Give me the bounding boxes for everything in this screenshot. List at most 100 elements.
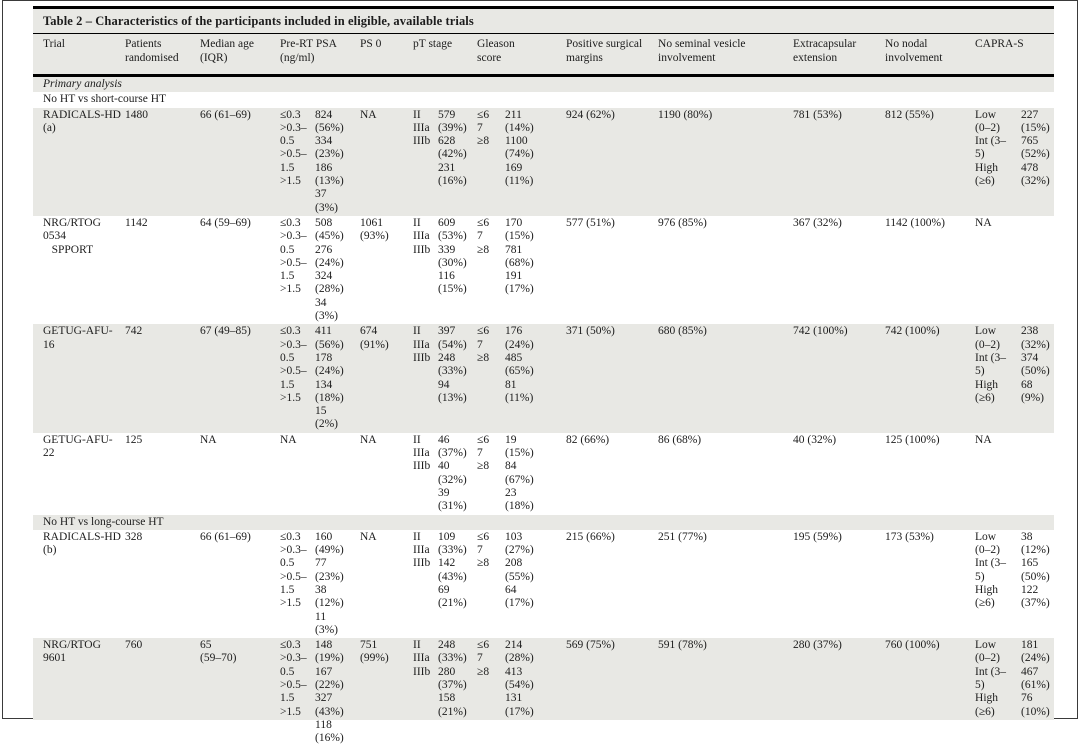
cell-patients: 760 <box>125 638 200 747</box>
cell-patients: 1480 <box>125 107 200 216</box>
col-header-svi: No seminal vesicle involvement <box>658 34 794 77</box>
cell-psm: 569 (75%) <box>566 638 659 747</box>
cell-ece: 742 (100%) <box>793 324 886 433</box>
cell-psa-labels: NA <box>280 433 297 446</box>
cell-capra-labels: Low (0–2) Int (3– 5) High (≥6) <box>975 107 1022 216</box>
cell-psa-labels: ≤0.3 >0.3– 0.5 >0.5– 1.5 >1.5 <box>280 530 307 610</box>
cell-capra-labels: Low (0–2) Int (3– 5) High (≥6) <box>975 324 1022 433</box>
cell-ps0: NA <box>360 530 377 543</box>
cell-gleason-values: 19 (15%) 84 (67%) 23 (18%) <box>505 433 534 513</box>
cell-capra-labels: Low (0–2) Int (3– 5) High (≥6) <box>975 530 1006 610</box>
section-label: No HT vs long-course HT <box>33 514 1055 530</box>
table-2-container: Table 2 – Characteristics of the partici… <box>33 6 1055 747</box>
cell-pt-labels: II IIIa IIIb <box>413 530 431 570</box>
cell-pt-values: 579 (39%) 628 (42%) 231 (16%) <box>438 107 478 216</box>
cell-capra-labels: Low (0–2) Int (3– 5) High (≥6) <box>975 638 1022 747</box>
trial-row-radicals-hd-b: RADICALS-HD (b) 328 66 (61–69) ≤0.3 >0.3… <box>33 530 1054 638</box>
trial-row-nrg-rtog-0534: NRG/RTOG 0534 SPPORT 1142 64 (59–69) ≤0.… <box>33 216 1054 324</box>
cell-psa-labels: ≤0.3 >0.3– 0.5 >0.5– 1.5 >1.5 <box>280 216 307 296</box>
cell-age: 66 (61–69) <box>200 530 251 543</box>
cell-psa-values: 508 (45%) 276 (24%) 324 (28%) 34 (3%) <box>315 216 344 323</box>
characteristics-table: Trial Patients randomised Median age (IQ… <box>33 34 1055 747</box>
cell-ece: 280 (37%) <box>793 638 886 747</box>
cell-capra-values <box>1021 216 1054 324</box>
cell-svi: 591 (78%) <box>658 638 794 747</box>
cell-ps0: 1061 (93%) <box>360 216 389 243</box>
section-label: Primary analysis <box>33 75 1055 93</box>
cell-psm: 577 (51%) <box>566 216 615 229</box>
section-row-long-course: No HT vs long-course HT <box>33 514 1055 530</box>
col-header-pt-stage: pT stage <box>413 34 478 77</box>
cell-trial-name: NRG/RTOG 9601 <box>33 638 125 747</box>
cell-pt-labels: II IIIa IIIb <box>413 107 438 216</box>
header-row: Trial Patients randomised Median age (IQ… <box>33 34 1055 77</box>
cell-ps0: 674 (91%) <box>360 324 413 433</box>
cell-pt-values: 248 (33%) 280 (37%) 158 (21%) <box>438 638 478 747</box>
cell-age: 64 (59–69) <box>200 216 251 229</box>
cell-ece: 195 (59%) <box>793 530 842 543</box>
col-header-capra: CAPRA-S <box>975 34 1055 77</box>
cell-gleason-labels: ≤6 7 ≥8 <box>477 530 490 570</box>
col-header-psm: Positive surgical margins <box>566 34 659 77</box>
cell-gleason-labels: ≤6 7 ≥8 <box>477 107 506 216</box>
cell-gleason-values: 170 (15%) 781 (68%) 191 (17%) <box>505 216 534 296</box>
cell-svi: 976 (85%) <box>658 216 707 229</box>
cell-psm: 371 (50%) <box>566 324 659 433</box>
cell-pt-values: 397 (54%) 248 (33%) 94 (13%) <box>438 324 478 433</box>
trial-row-getug-afu-22: GETUG-AFU-22 125 NA NA NA II IIIa IIIb 4… <box>33 433 1054 515</box>
cell-psa-values: 824 (56%) 334 (23%) 186 (13%) 37 (3%) <box>315 107 360 216</box>
cell-psm: 924 (62%) <box>566 107 659 216</box>
cell-svi: 251 (77%) <box>658 530 707 543</box>
col-header-age: Median age (IQR) <box>200 34 280 77</box>
cell-trial-name: GETUG-AFU-22 <box>43 433 113 460</box>
cell-nodal: 125 (100%) <box>885 433 940 446</box>
cell-gleason-labels: ≤6 7 ≥8 <box>477 216 490 256</box>
cell-capra-values: 227 (15%) 765 (52%) 478 (32%) <box>1021 107 1055 216</box>
cell-pt-values: 46 (37%) 40 (32%) 39 (31%) <box>438 433 467 513</box>
cell-pt-values: 109 (33%) 142 (43%) 69 (21%) <box>438 530 467 610</box>
cell-gleason-labels: ≤6 7 ≥8 <box>477 324 506 433</box>
cell-psa-labels: ≤0.3 >0.3– 0.5 >0.5– 1.5 >1.5 <box>280 638 315 747</box>
cell-gleason-values: 176 (24%) 485 (65%) 81 (11%) <box>505 324 567 433</box>
cell-psa-values: 148 (19%) 167 (22%) 327 (43%) 118 (16%) <box>315 638 360 747</box>
cell-nodal: 742 (100%) <box>885 324 976 433</box>
col-header-patients: Patients randomised <box>125 34 200 77</box>
cell-age: NA <box>200 433 217 446</box>
cell-svi: 86 (68%) <box>658 433 702 446</box>
col-header-gleason: Gleason score <box>477 34 567 77</box>
section-row-primary-analysis: Primary analysis <box>33 75 1055 93</box>
cell-psm: 82 (66%) <box>566 433 610 446</box>
cell-patients: 742 <box>125 324 200 433</box>
cell-age: 67 (49–85) <box>200 324 280 433</box>
section-label: No HT vs short-course HT <box>43 93 167 106</box>
cell-capra-labels: NA <box>975 216 992 229</box>
cell-nodal: 173 (53%) <box>885 530 934 543</box>
cell-psa-values <box>315 433 360 515</box>
col-header-ps0: PS 0 <box>360 34 413 77</box>
cell-pt-labels: II IIIa IIIb <box>413 216 431 256</box>
cell-ece: 40 (32%) <box>793 433 837 446</box>
cell-age: 66 (61–69) <box>200 107 280 216</box>
section-row-short-course: No HT vs short-course HT <box>33 92 1054 107</box>
cell-psa-labels: ≤0.3 >0.3– 0.5 >0.5– 1.5 >1.5 <box>280 107 315 216</box>
cell-pt-labels: II IIIa IIIb <box>413 433 431 473</box>
cell-nodal: 1142 (100%) <box>885 216 945 229</box>
cell-psa-values: 160 (49%) 77 (23%) 38 (12%) 11 (3%) <box>315 530 344 636</box>
cell-capra-labels: NA <box>975 433 992 446</box>
col-header-ece: Extracapsular extension <box>793 34 886 77</box>
cell-capra-values: 181 (24%) 467 (61%) 76 (10%) <box>1021 638 1055 747</box>
trial-row-radicals-hd-a: RADICALS-HD (a) 1480 66 (61–69) ≤0.3 >0.… <box>33 107 1055 216</box>
cell-gleason-labels: ≤6 7 ≥8 <box>477 433 490 473</box>
col-header-nodal: No nodal involvement <box>885 34 976 77</box>
cell-nodal: 760 (100%) <box>885 638 976 747</box>
cell-psm: 215 (66%) <box>566 530 615 543</box>
cell-gleason-values: 214 (28%) 413 (54%) 131 (17%) <box>505 638 567 747</box>
cell-gleason-labels: ≤6 7 ≥8 <box>477 638 506 747</box>
trial-row-nrg-rtog-9601: NRG/RTOG 9601 760 65 (59–70) ≤0.3 >0.3– … <box>33 638 1055 747</box>
table-title: Table 2 – Characteristics of the partici… <box>33 9 1054 34</box>
cell-svi: 1190 (80%) <box>658 107 794 216</box>
cell-trial-name: NRG/RTOG 0534 SPPORT <box>43 216 101 256</box>
cell-gleason-values: 103 (27%) 208 (55%) 64 (17%) <box>505 530 534 610</box>
cell-svi: 680 (85%) <box>658 324 794 433</box>
